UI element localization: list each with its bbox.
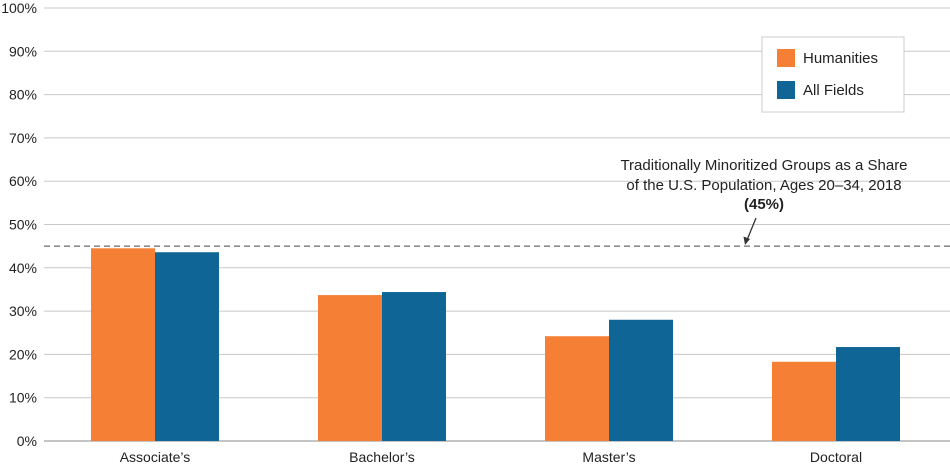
y-tick-label: 20% [9, 346, 37, 362]
y-tick-label: 50% [9, 217, 37, 233]
y-tick-label: 80% [9, 87, 37, 103]
x-tick-label: Associate’s [120, 449, 191, 465]
y-axis-tick-labels: 0% 10% 20% 30% 40% 50% 60% 70% 80% 90% 100% [1, 0, 37, 449]
bar-all-fields-0 [155, 252, 219, 441]
x-axis: Associate’s Bachelor’s Master’s Doctoral [120, 449, 862, 465]
bar-all-fields-1 [382, 292, 446, 441]
bar-humanities-0 [91, 248, 155, 441]
bars [91, 248, 900, 441]
y-tick-label: 90% [9, 43, 37, 59]
legend-swatch-humanities [777, 49, 795, 67]
bar-all-fields-3 [836, 347, 900, 441]
y-tick-label: 100% [1, 0, 37, 16]
x-tick-label: Doctoral [810, 449, 862, 465]
annotation-arrow-shaft [746, 217, 757, 241]
annotation-line-2: of the U.S. Population, Ages 20–34, 2018 [626, 177, 901, 194]
bar-humanities-2 [545, 336, 609, 441]
annotation-arrow-head [743, 236, 750, 245]
x-tick-label: Bachelor’s [349, 449, 415, 465]
y-tick-label: 30% [9, 303, 37, 319]
y-tick-label: 60% [9, 173, 37, 189]
bar-humanities-3 [772, 361, 836, 441]
annotation-line-1: Traditionally Minoritized Groups as a Sh… [620, 157, 907, 174]
legend-label-humanities: Humanities [803, 50, 878, 67]
reference-annotation: Traditionally Minoritized Groups as a Sh… [620, 157, 908, 245]
bar-humanities-1 [318, 295, 382, 441]
legend-swatch-all-fields [777, 81, 795, 99]
y-tick-label: 40% [9, 260, 37, 276]
bar-all-fields-2 [609, 319, 673, 441]
y-tick-label: 70% [9, 130, 37, 146]
y-tick-label: 10% [9, 390, 37, 406]
x-tick-label: Master’s [582, 449, 635, 465]
y-tick-label: 0% [17, 433, 37, 449]
legend: Humanities All Fields [761, 36, 905, 113]
legend-box [761, 36, 905, 113]
legend-label-all-fields: All Fields [803, 82, 864, 99]
annotation-value: (45%) [744, 196, 784, 213]
